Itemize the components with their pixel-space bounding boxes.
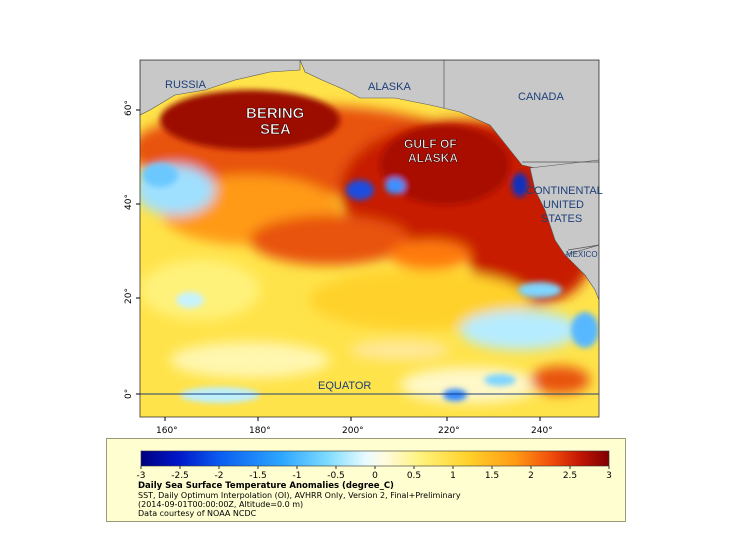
lat-tick: 60° [124,100,134,116]
lat-tick: 20° [124,288,134,304]
label-states: STATES [541,213,582,225]
label-bering-line2: SEA [260,121,291,138]
label-russia: RUSSIA [165,79,207,91]
map-frame [139,59,600,418]
label-gulf-line1: GULF OF [404,137,457,151]
lon-tick: 160° [156,426,178,436]
label-united: UNITED [543,199,584,211]
label-canada: CANADA [518,91,565,103]
label-bering-line1: BERING [246,105,304,122]
label-equator: EQUATOR [318,380,371,392]
legend-credit: Data courtesy of NOAA NCDC [138,509,257,518]
lon-tick: 180° [249,426,271,436]
label-gulf-line2: ALASKA [408,151,458,165]
anomaly-field [140,60,599,417]
lat-tick: 0° [124,389,134,399]
legend-source: SST, Daily Optimum Interpolation (OI), A… [138,491,461,500]
label-mexico: MEXICO [566,250,598,259]
lon-tick: 240° [531,426,553,436]
legend-time: (2014-09-01T00:00:00Z, Altitude=0.0 m) [138,500,304,509]
lon-tick: 200° [342,426,364,436]
lon-tick: 220° [438,426,460,436]
lat-tick: 40° [124,194,134,210]
label-alaska: ALASKA [368,81,411,93]
legend-title: Daily Sea Surface Temperature Anomalies … [138,481,394,491]
label-continental: CONTINENTAL [526,185,603,197]
latitude-axis: 0° 20° 40° 60° [124,100,140,399]
longitude-axis: 160° 180° 200° 220° 240° [156,417,553,436]
